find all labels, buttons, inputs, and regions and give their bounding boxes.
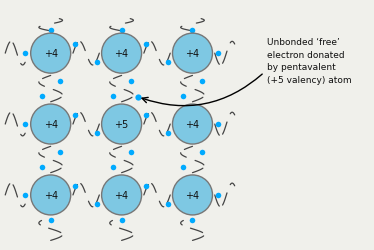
Circle shape — [31, 34, 71, 74]
Circle shape — [172, 105, 212, 144]
Circle shape — [102, 175, 142, 215]
Text: +4: +4 — [114, 190, 129, 200]
Circle shape — [172, 175, 212, 215]
Text: +4: +4 — [186, 120, 200, 130]
Text: +4: +4 — [44, 190, 58, 200]
Text: +4: +4 — [186, 49, 200, 59]
Circle shape — [31, 175, 71, 215]
Circle shape — [31, 105, 71, 144]
Circle shape — [102, 34, 142, 74]
Text: +4: +4 — [44, 49, 58, 59]
Text: +4: +4 — [186, 190, 200, 200]
Text: +4: +4 — [44, 120, 58, 130]
Circle shape — [172, 34, 212, 74]
Text: +5: +5 — [114, 120, 129, 130]
Circle shape — [102, 105, 142, 144]
Text: +4: +4 — [114, 49, 129, 59]
Text: Unbonded ‘free’
electron donated
by pentavalent
(+5 valency) atom: Unbonded ‘free’ electron donated by pent… — [267, 38, 352, 84]
